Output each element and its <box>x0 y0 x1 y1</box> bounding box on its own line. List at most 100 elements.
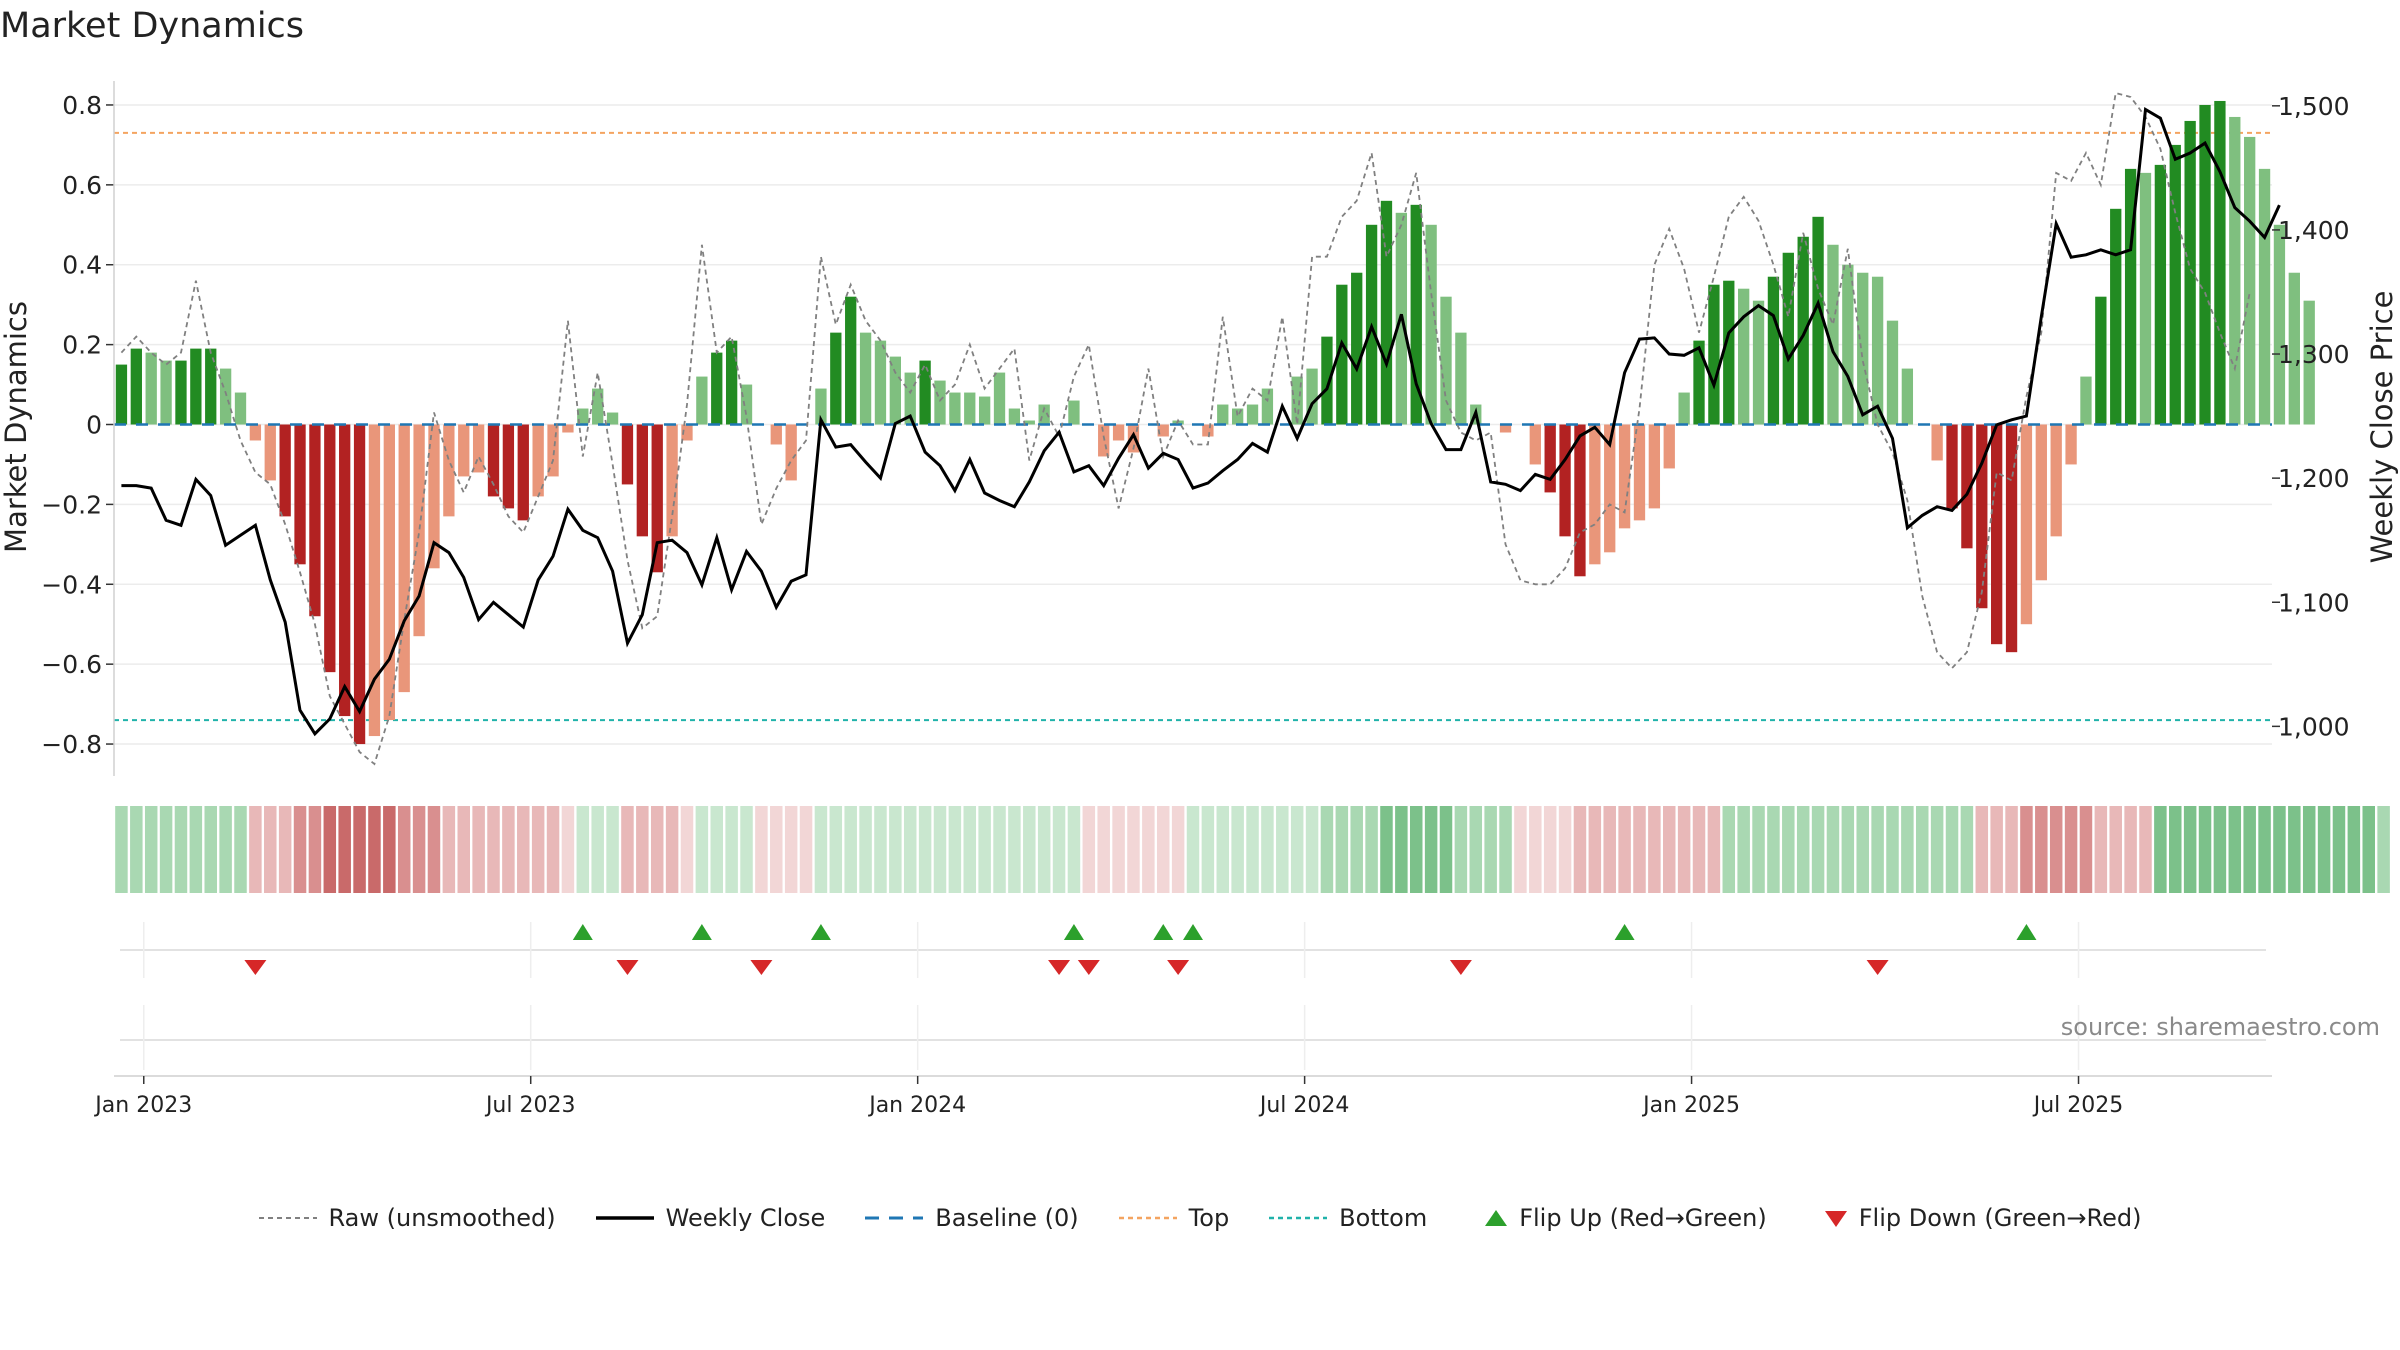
dynamics-bar <box>1336 284 1348 425</box>
dynamics-bar <box>770 424 782 445</box>
regime-cell <box>1543 806 1557 893</box>
y-axis-label: Market Dynamics <box>0 301 33 553</box>
lines-layer <box>120 91 2281 766</box>
regime-cell <box>1335 806 1349 893</box>
regime-cell <box>1246 806 1259 893</box>
dynamics-bar <box>398 424 410 693</box>
regime-cell <box>1409 806 1423 893</box>
x-tick-label: Jan 2025 <box>1641 1093 1740 1118</box>
flip-down-marker <box>1167 960 1190 975</box>
weekly-close-line <box>121 107 2281 737</box>
regime-cell <box>889 806 902 893</box>
dynamics-bar <box>279 424 291 517</box>
regime-cell <box>174 806 188 893</box>
regime-cell <box>1960 806 1974 893</box>
regime-cell <box>531 806 545 893</box>
dynamics-bar <box>621 424 634 485</box>
dynamics-bar <box>815 388 827 425</box>
dynamics-bar <box>2169 144 2181 425</box>
dynamics-bar <box>413 424 425 637</box>
regime-cell <box>1782 806 1795 893</box>
dynamics-bar <box>696 376 708 425</box>
regime-cell <box>2362 806 2375 893</box>
legend-swatch-bottom <box>1269 1216 1328 1220</box>
regime-cell <box>1365 806 1378 893</box>
dynamics-bar <box>874 340 887 425</box>
regime-cell <box>2109 806 2122 893</box>
regime-cell <box>1305 806 1319 893</box>
flip-down-marker <box>1048 960 1071 975</box>
regime-cell <box>606 806 619 893</box>
dynamics-bar <box>1246 404 1259 425</box>
dynamics-bar <box>502 424 515 509</box>
regime-cell <box>2049 806 2063 893</box>
regime-cell <box>1380 806 1393 893</box>
regime-cell <box>844 806 857 893</box>
dynamics-bar <box>1455 332 1467 425</box>
regime-cell <box>1603 806 1616 893</box>
regime-cell <box>1811 806 1825 893</box>
flip-down-marker <box>750 960 773 975</box>
regime-cell <box>2020 806 2033 893</box>
regime-cell <box>1276 806 1289 893</box>
grid-layer <box>114 104 2272 745</box>
regime-cell <box>2317 806 2331 893</box>
regime-cell <box>1142 806 1155 893</box>
dynamics-bar <box>1871 276 1884 425</box>
legend-swatch-raw <box>258 1217 317 1219</box>
regime-cell <box>2273 806 2286 893</box>
legend-swatch-flipdown <box>1824 1211 1847 1227</box>
dynamics-bar <box>2005 424 2018 653</box>
y-tick-label: −0.6 <box>41 650 102 679</box>
regime-cell <box>2139 806 2152 893</box>
regime-cell <box>1886 806 1899 893</box>
regime-cell <box>2154 806 2167 893</box>
regime-cell <box>948 806 962 893</box>
regime-cell <box>1439 806 1453 893</box>
dynamics-bar <box>1946 424 1958 509</box>
regime-cell <box>323 806 337 893</box>
regime-cell <box>799 806 813 893</box>
flip-up-marker <box>1183 924 1203 940</box>
dynamics-bar <box>1068 400 1080 425</box>
dynamics-bar <box>2288 272 2300 425</box>
dynamics-bar <box>1544 424 1556 493</box>
dynamics-bar <box>1380 200 1393 425</box>
dynamics-bar <box>1410 204 1422 425</box>
dynamics-bar <box>725 340 738 425</box>
regime-cell <box>338 806 351 893</box>
dynamics-bar <box>458 424 470 477</box>
y2-tick-label: 1,200 <box>2278 464 2350 493</box>
regime-cell <box>621 806 634 893</box>
flip-down-marker <box>244 960 267 975</box>
dynamics-bar <box>532 424 544 497</box>
legend-item-bottom: Bottom <box>1269 1204 1427 1232</box>
regime-cell <box>829 806 843 893</box>
x-tick-label: Jan 2024 <box>867 1093 966 1118</box>
dynamics-bar <box>175 360 187 425</box>
y-tick-label: 0.2 <box>62 331 102 360</box>
regime-cell <box>1662 806 1676 893</box>
dynamics-bar <box>949 392 961 425</box>
legend-item-flipup: Flip Up (Red→Green) <box>1467 1204 1767 1232</box>
flip-up-marker <box>2016 924 2037 940</box>
dynamics-bar <box>264 424 276 481</box>
dynamics-bar <box>2139 172 2152 425</box>
regime-cell <box>308 806 322 893</box>
dynamics-bar <box>1633 424 1646 521</box>
dynamics-bar <box>1306 368 1318 425</box>
dynamics-bar <box>711 352 723 425</box>
regime-cell <box>1514 806 1527 893</box>
regime-cell <box>1558 806 1572 893</box>
dynamics-bar <box>904 372 916 425</box>
dynamics-bar <box>1217 404 1229 425</box>
dynamics-bar <box>2095 296 2107 425</box>
dynamics-bar <box>1231 408 1244 425</box>
dynamics-bar <box>1842 264 1854 425</box>
regime-cell <box>1901 806 1914 893</box>
regime-cell <box>234 806 247 893</box>
regime-cell <box>740 806 753 893</box>
dynamics-bar <box>1559 424 1571 537</box>
regime-cell <box>1484 806 1497 893</box>
dynamics-bar <box>1618 424 1631 529</box>
